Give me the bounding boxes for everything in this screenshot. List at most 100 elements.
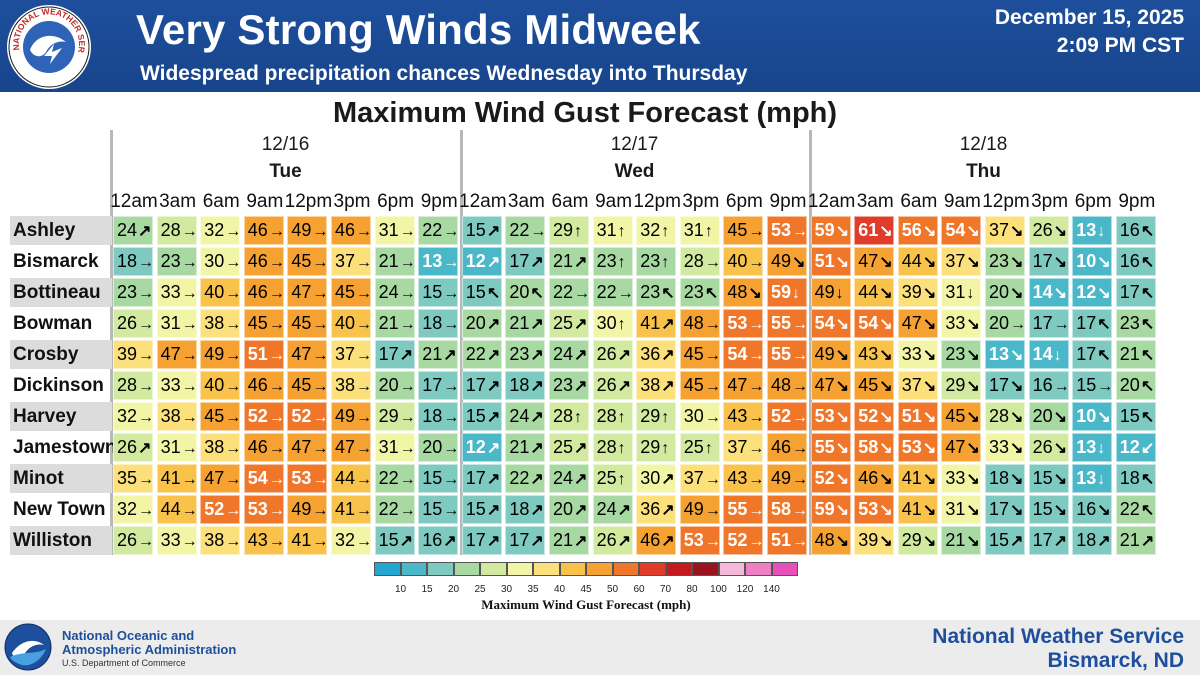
gust-cell: 14↓ bbox=[1028, 340, 1069, 369]
gust-cell: 49→ bbox=[679, 495, 721, 524]
wind-direction-arrow-icon: ↗ bbox=[530, 471, 544, 488]
gust-value: 45 bbox=[945, 406, 966, 426]
gust-cell: 49→ bbox=[331, 402, 372, 431]
hour-label: 3pm bbox=[333, 191, 371, 212]
gust-cell: 32→ bbox=[200, 216, 242, 245]
gust-value: 54 bbox=[814, 313, 835, 333]
gust-cell: 36↗ bbox=[636, 340, 677, 369]
gust-cell: 29↑ bbox=[636, 402, 677, 431]
gust-cell: 28↘ bbox=[985, 402, 1025, 431]
gust-value: 15 bbox=[465, 220, 486, 240]
gust-value: 29 bbox=[553, 220, 574, 240]
gust-value: 32 bbox=[204, 220, 225, 240]
gust-cell: 25↑ bbox=[592, 464, 633, 493]
wind-direction-arrow-icon: ↙ bbox=[1140, 440, 1155, 457]
wind-direction-arrow-icon: → bbox=[181, 440, 198, 457]
wind-direction-arrow-icon: ↘ bbox=[879, 378, 893, 395]
gust-value: 49 bbox=[814, 344, 835, 364]
wind-direction-arrow-icon: ↗ bbox=[617, 533, 632, 550]
wind-direction-arrow-icon: → bbox=[356, 347, 373, 364]
gust-cell: 21↗ bbox=[505, 309, 546, 338]
wind-direction-arrow-icon: → bbox=[356, 316, 373, 333]
gust-value: 17 bbox=[1032, 251, 1053, 271]
wind-direction-arrow-icon: ↗ bbox=[138, 440, 152, 457]
wind-direction-arrow-icon: ↘ bbox=[835, 409, 850, 426]
gust-cell: 17↗ bbox=[1028, 526, 1069, 555]
gust-value: 49 bbox=[771, 468, 792, 488]
gust-value: 47 bbox=[291, 282, 312, 302]
wind-direction-arrow-icon: ↘ bbox=[922, 223, 937, 240]
gust-value: 40 bbox=[335, 313, 356, 333]
page-title: Very Strong Winds Midweek bbox=[136, 6, 701, 53]
wind-direction-arrow-icon: ↘ bbox=[966, 316, 980, 333]
table-row: Minot 35→ 41→ 47→ 54→ 53→ 44→ 22→ 15→ 17↗ 22↗ 24↗ 25… bbox=[10, 464, 1160, 495]
wind-direction-arrow-icon: ↑ bbox=[617, 254, 626, 271]
gust-cell: 15→ bbox=[1072, 371, 1113, 400]
gust-cell: 21→ bbox=[374, 247, 416, 276]
gust-cell: 45→ bbox=[287, 247, 328, 276]
gust-cell: 38→ bbox=[200, 526, 241, 555]
gust-cell: 24→ bbox=[374, 278, 416, 307]
gust-value: 48 bbox=[683, 313, 704, 333]
gust-cell: 29↑ bbox=[549, 216, 589, 245]
gust-cell: 31↑ bbox=[679, 216, 720, 245]
gust-cell: 48→ bbox=[679, 309, 721, 338]
wind-direction-arrow-icon: ↘ bbox=[879, 254, 893, 271]
gust-value: 55 bbox=[814, 437, 835, 457]
wind-direction-arrow-icon: → bbox=[138, 471, 155, 488]
gust-value: 28 bbox=[117, 375, 138, 395]
gust-cell: 26→ bbox=[113, 309, 154, 338]
gust-cell: 25↗ bbox=[549, 309, 589, 338]
wind-direction-arrow-icon: ↗ bbox=[530, 440, 544, 457]
issue-date: December 15, 2025 bbox=[994, 6, 1184, 29]
gust-value: 28 bbox=[596, 406, 617, 426]
legend-swatch bbox=[692, 562, 719, 576]
wind-direction-arrow-icon: ↘ bbox=[879, 347, 893, 364]
day-separator bbox=[460, 130, 463, 555]
wind-direction-arrow-icon: → bbox=[225, 502, 242, 519]
gust-cell: 18→ bbox=[113, 247, 154, 276]
office-location: Bismarck, ND bbox=[1047, 649, 1184, 672]
gust-value: 26 bbox=[596, 375, 617, 395]
wind-direction-arrow-icon: ↘ bbox=[1010, 440, 1024, 457]
gust-cell: 55→ bbox=[767, 340, 808, 369]
wind-direction-arrow-icon: ↗ bbox=[530, 254, 544, 271]
wind-direction-arrow-icon: ↗ bbox=[617, 502, 632, 519]
wind-direction-arrow-icon: ↖ bbox=[1140, 409, 1155, 426]
gust-value: 43 bbox=[727, 468, 748, 488]
gust-cell: 40→ bbox=[200, 371, 241, 400]
nws-logo-icon: NATIONAL WEATHER SERVICE bbox=[6, 4, 91, 89]
wind-direction-arrow-icon: ↗ bbox=[486, 254, 501, 271]
wind-direction-arrow-icon: → bbox=[225, 223, 242, 240]
wind-direction-arrow-icon: ↗ bbox=[530, 316, 544, 333]
gust-value: 33 bbox=[989, 437, 1010, 457]
gust-value: 14 bbox=[1032, 344, 1053, 364]
day-date: 12/16 bbox=[261, 134, 310, 155]
wind-direction-arrow-icon: → bbox=[399, 223, 416, 240]
gust-value: 29 bbox=[640, 406, 661, 426]
gust-value: 21 bbox=[378, 313, 399, 333]
legend-label: 20 bbox=[447, 584, 460, 595]
gust-cell: 29↘ bbox=[897, 526, 938, 555]
gust-cell: 23↘ bbox=[985, 247, 1025, 276]
gust-cell: 51↘ bbox=[810, 247, 851, 276]
wind-direction-arrow-icon: ↗ bbox=[574, 502, 588, 519]
hour-label: 6am bbox=[900, 191, 938, 212]
gust-value: 46 bbox=[247, 251, 268, 271]
wind-direction-arrow-icon: → bbox=[181, 471, 198, 488]
gust-value: 37 bbox=[335, 344, 356, 364]
gust-cell: 15↗ bbox=[461, 216, 502, 245]
gust-cell: 22↗ bbox=[505, 464, 546, 493]
gust-value: 18 bbox=[1076, 530, 1097, 550]
gust-cell: 55→ bbox=[767, 309, 808, 338]
gust-cell: 13→ bbox=[418, 247, 459, 276]
legend-label: 40 bbox=[553, 584, 566, 595]
gust-cell: 31↓ bbox=[941, 278, 982, 307]
legend-swatch bbox=[665, 562, 692, 576]
wind-direction-arrow-icon: → bbox=[399, 285, 416, 302]
table-row: Bottineau 23→ 33→ 40→ 46→ 47→ 45→ 24→ 15→ 15↖ 20↖ 2… bbox=[10, 278, 1160, 309]
wind-direction-arrow-icon: → bbox=[138, 347, 155, 364]
wind-direction-arrow-icon: → bbox=[748, 316, 765, 333]
wind-direction-arrow-icon: ↖ bbox=[530, 285, 544, 302]
gust-value: 52 bbox=[247, 406, 268, 426]
